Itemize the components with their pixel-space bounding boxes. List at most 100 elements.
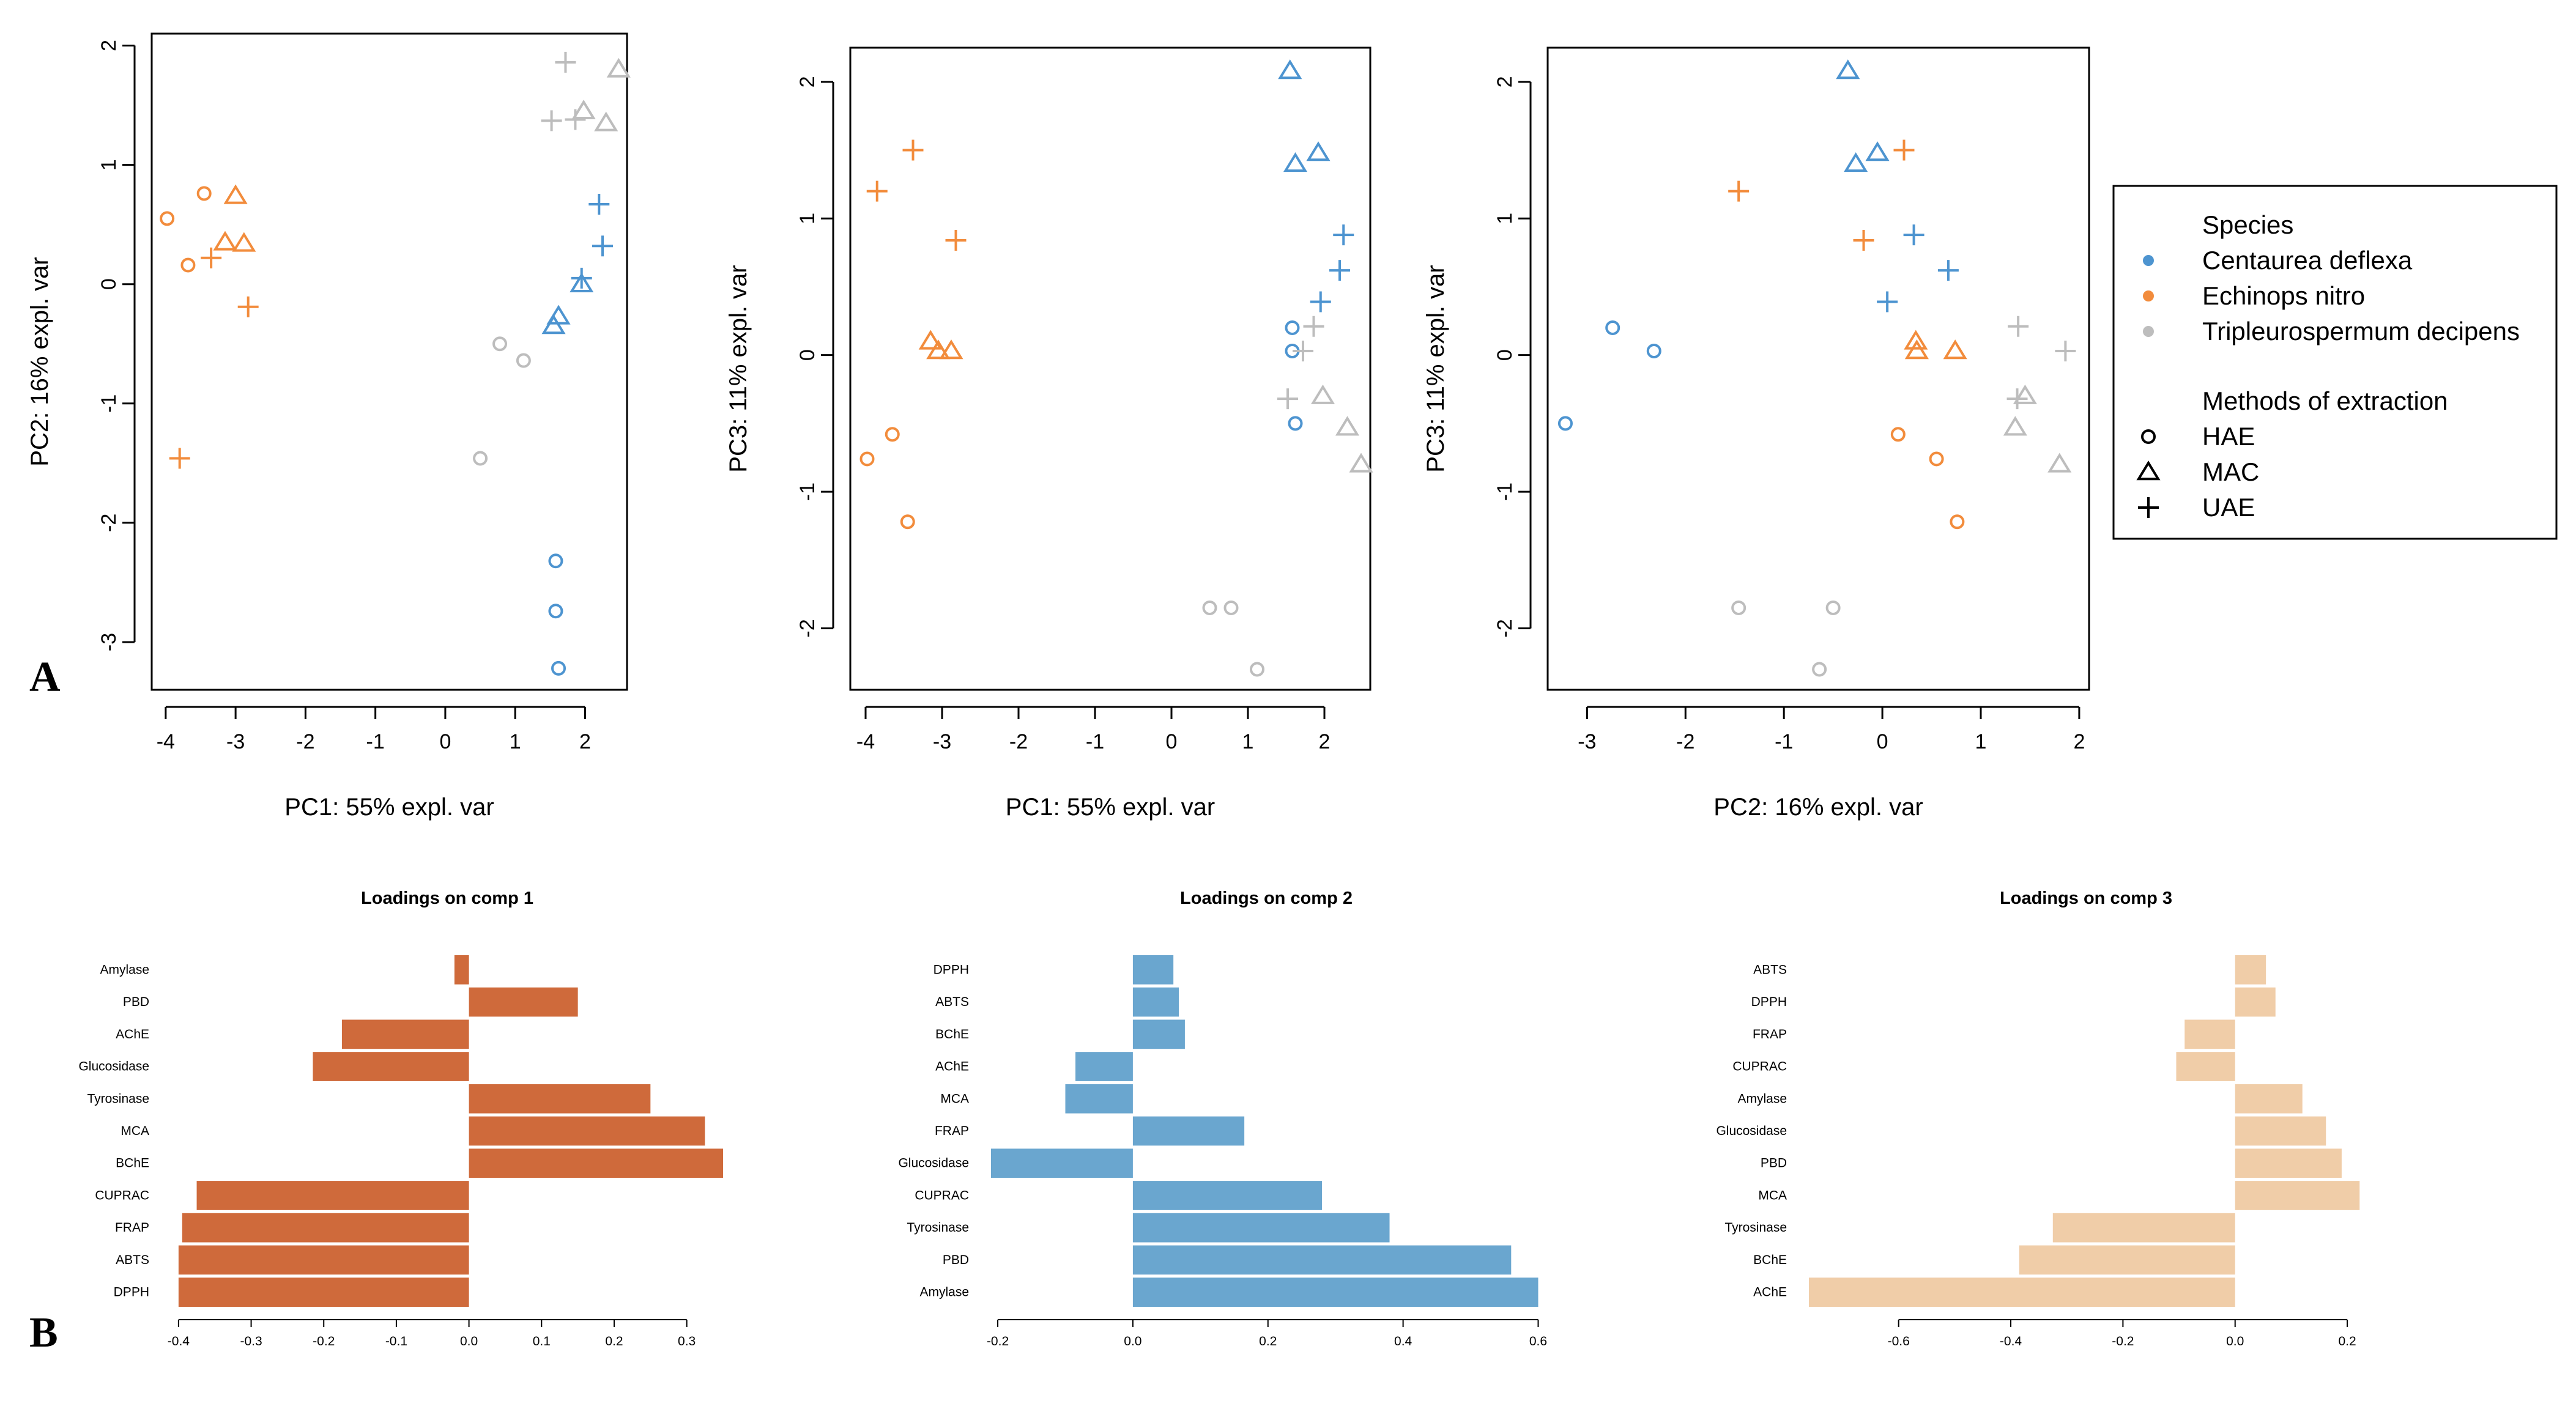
x-tick-label: -0.1	[385, 1334, 407, 1348]
data-point	[571, 267, 592, 289]
bar-category-label: Glucosidase	[78, 1060, 149, 1074]
legend-species-label: Centaurea deflexa	[2202, 246, 2413, 275]
bar-category-label: FRAP	[935, 1124, 969, 1138]
data-point	[1943, 339, 1967, 360]
data-point	[902, 139, 924, 161]
data-point	[223, 184, 248, 204]
data-point	[541, 314, 566, 335]
data-point	[1853, 230, 1874, 251]
data-point	[1950, 514, 1965, 530]
bar-category-label: Tyrosinase	[907, 1221, 969, 1235]
data-point	[1223, 600, 1239, 615]
bar	[469, 1116, 705, 1146]
scatter-plot-pc2-pc3: -3 -2 -1 0 1 2 -2 -1 0 1 2 PC2: 16% expl. var PC3: 1…	[1422, 46, 2090, 821]
bar-category-label: ABTS	[935, 995, 969, 1009]
data-point	[160, 211, 175, 226]
x-tick-label: 0.0	[1124, 1334, 1141, 1348]
data-point	[1904, 330, 1928, 350]
x-tick-label: -1	[366, 730, 385, 753]
bar	[1132, 1245, 1512, 1275]
data-point	[1825, 600, 1841, 615]
bar	[1132, 1277, 1539, 1307]
data-point	[1335, 416, 1360, 436]
x-tick-label: 0	[1166, 730, 1178, 753]
x-tick-label: -0.4	[168, 1334, 190, 1348]
data-point	[1836, 59, 1860, 79]
data-point	[196, 186, 212, 201]
data-point	[1557, 416, 1573, 431]
data-point	[516, 353, 531, 368]
data-point	[1646, 343, 1661, 358]
plot-frame	[1546, 46, 2090, 691]
bar-category-label: Tyrosinase	[1724, 1221, 1787, 1235]
bar-category-label: BChE	[935, 1027, 969, 1041]
data-point	[1202, 600, 1217, 615]
y-tick-label: -1	[796, 482, 819, 501]
panel-label-a: A	[29, 654, 61, 701]
y-tick-label: -2	[796, 619, 819, 637]
y-tick-label: 0	[1493, 349, 1516, 361]
data-point	[594, 111, 618, 131]
data-point	[571, 99, 596, 120]
legend-species-dot	[2143, 290, 2154, 301]
data-point	[939, 339, 963, 360]
chart-title: Loadings on comp 3	[2000, 889, 2172, 908]
bar-category-label: AChE	[116, 1027, 149, 1041]
data-point	[859, 451, 875, 467]
bar-category-label: Glucosidase	[898, 1156, 969, 1170]
x-tick-label: 0.0	[2226, 1334, 2244, 1348]
data-point	[1278, 59, 1302, 79]
x-tick-label: -3	[226, 730, 245, 753]
bar-category-label: FRAP	[115, 1221, 149, 1235]
y-tick-label: 1	[1493, 213, 1516, 224]
chart-title: Loadings on comp 2	[1180, 889, 1353, 908]
data-point	[548, 553, 563, 569]
bar	[454, 955, 469, 985]
data-point	[1844, 152, 1868, 172]
bar	[2052, 1213, 2235, 1243]
plot-frame	[150, 32, 628, 691]
data-point	[945, 230, 967, 251]
bar-category-label: MCA	[940, 1092, 969, 1106]
x-tick-label: -4	[157, 730, 175, 753]
bar	[341, 1019, 469, 1049]
x-tick-label: 0.2	[1259, 1334, 1277, 1348]
bar-category-label: FRAP	[1753, 1027, 1787, 1041]
data-point	[1903, 224, 1925, 246]
legend-method-marker	[2141, 429, 2156, 444]
legend-method-marker	[2136, 460, 2161, 481]
data-point	[555, 51, 576, 73]
x-tick-label: 0	[1877, 730, 1888, 753]
y-tick-label: 2	[1493, 76, 1516, 87]
bar-category-label: CUPRAC	[1732, 1060, 1787, 1074]
legend-species-dot	[2143, 255, 2154, 266]
data-point	[213, 231, 237, 251]
y-tick-label: 1	[97, 159, 121, 171]
bar-category-label: Tyrosinase	[87, 1092, 149, 1106]
x-tick-label: -0.3	[240, 1334, 262, 1348]
legend-species-label: Echinops nitro	[2202, 281, 2365, 310]
legend-method-marker	[2138, 497, 2159, 518]
data-point	[1303, 316, 1324, 337]
bar	[313, 1052, 469, 1081]
bar	[2235, 955, 2266, 985]
bar	[2235, 987, 2276, 1017]
data-point	[1812, 662, 1827, 677]
x-tick-label: -4	[856, 730, 875, 753]
x-tick-label: 0.2	[2338, 1334, 2356, 1348]
x-tick-label: 2	[2073, 730, 2085, 753]
bar-category-label: PBD	[943, 1253, 969, 1267]
x-tick-label: -0.4	[2000, 1334, 2022, 1348]
data-point	[541, 110, 562, 131]
x-tick-label: 0.2	[605, 1334, 623, 1348]
bar-category-label: Glucosidase	[1716, 1124, 1787, 1138]
data-point	[900, 514, 915, 530]
y-tick-label: 2	[97, 40, 121, 51]
x-tick-label: 0.6	[1529, 1334, 1547, 1348]
x-tick-label: 0.1	[533, 1334, 551, 1348]
bar-category-label: DPPH	[934, 963, 969, 977]
bar-category-label: DPPH	[1751, 995, 1787, 1009]
x-tick-label: 0.3	[678, 1334, 696, 1348]
bar-category-label: AChE	[935, 1060, 969, 1074]
legend-box	[2112, 185, 2558, 540]
